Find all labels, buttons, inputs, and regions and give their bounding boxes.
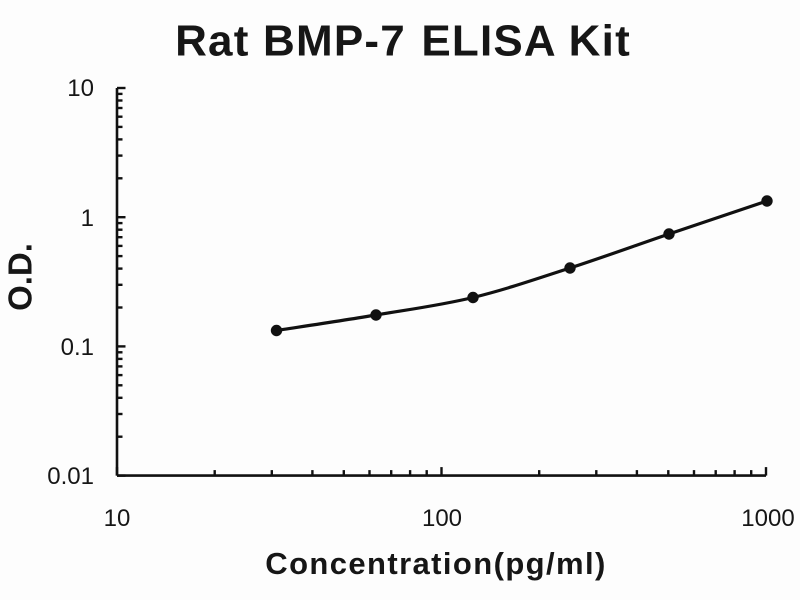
- svg-text:10: 10: [104, 505, 131, 532]
- svg-text:Rat BMP-7 ELISA Kit: Rat BMP-7 ELISA Kit: [175, 17, 631, 66]
- svg-text:0.01: 0.01: [47, 463, 94, 490]
- svg-text:O.D.: O.D.: [2, 243, 39, 311]
- svg-text:1000: 1000: [741, 505, 794, 532]
- svg-text:0.1: 0.1: [61, 334, 94, 361]
- svg-text:1: 1: [81, 205, 94, 232]
- svg-text:100: 100: [422, 505, 462, 532]
- svg-text:10: 10: [67, 75, 94, 102]
- svg-text:Concentration(pg/ml): Concentration(pg/ml): [265, 546, 606, 581]
